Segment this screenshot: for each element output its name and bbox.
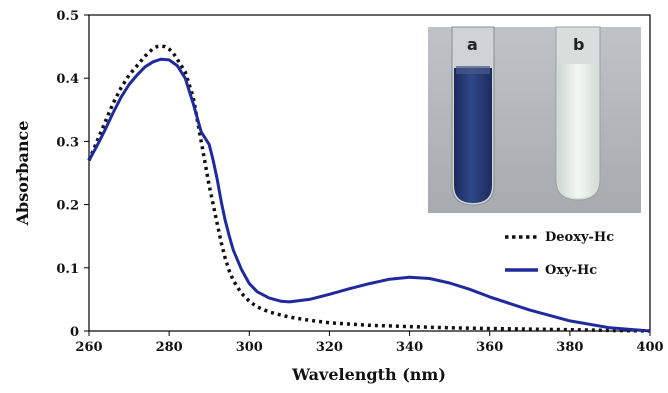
plot-frame	[88, 14, 651, 332]
legend: Deoxy-Hc Oxy-Hc	[505, 230, 614, 278]
x-tick-label: 260	[75, 340, 102, 355]
x-tick-label: 400	[636, 340, 663, 355]
x-tick-label: 360	[476, 340, 503, 355]
y-axis-title: Absorbance	[13, 121, 32, 227]
x-tick-label: 320	[316, 340, 343, 355]
y-tick-label: 0	[70, 325, 79, 340]
y-tick-label: 0.2	[56, 199, 79, 214]
y-tick-label: 0.3	[56, 135, 79, 150]
tube-b-label: b	[573, 35, 584, 54]
x-tick-label: 340	[396, 340, 423, 355]
legend-label-deoxy: Deoxy-Hc	[545, 230, 614, 245]
tube-a-label: a	[467, 35, 478, 54]
y-tick-label: 0.5	[56, 9, 79, 24]
series-line-oxy-hc	[87, 57, 651, 333]
x-axis-title: Wavelength (nm)	[291, 365, 446, 384]
tube-b-liquid	[558, 64, 598, 198]
tube-b	[555, 26, 601, 201]
tube-a-liquid	[454, 68, 492, 203]
tube-a	[451, 26, 495, 206]
x-tick-label: 300	[236, 340, 263, 355]
inset-photo: a b	[428, 26, 641, 213]
legend-label-oxy: Oxy-Hc	[545, 263, 597, 278]
x-tick-label: 380	[556, 340, 583, 355]
y-tick-label: 0.1	[56, 262, 79, 277]
x-tick-label: 280	[156, 340, 183, 355]
series-line-deoxy-hc	[87, 44, 651, 333]
axis-ticks: 260 280 300 320 340 360 380 400 0 0.1 0.2 0.3 0.4 0.5	[56, 9, 663, 355]
y-tick-label: 0.4	[56, 72, 79, 87]
series-layer	[87, 44, 651, 333]
